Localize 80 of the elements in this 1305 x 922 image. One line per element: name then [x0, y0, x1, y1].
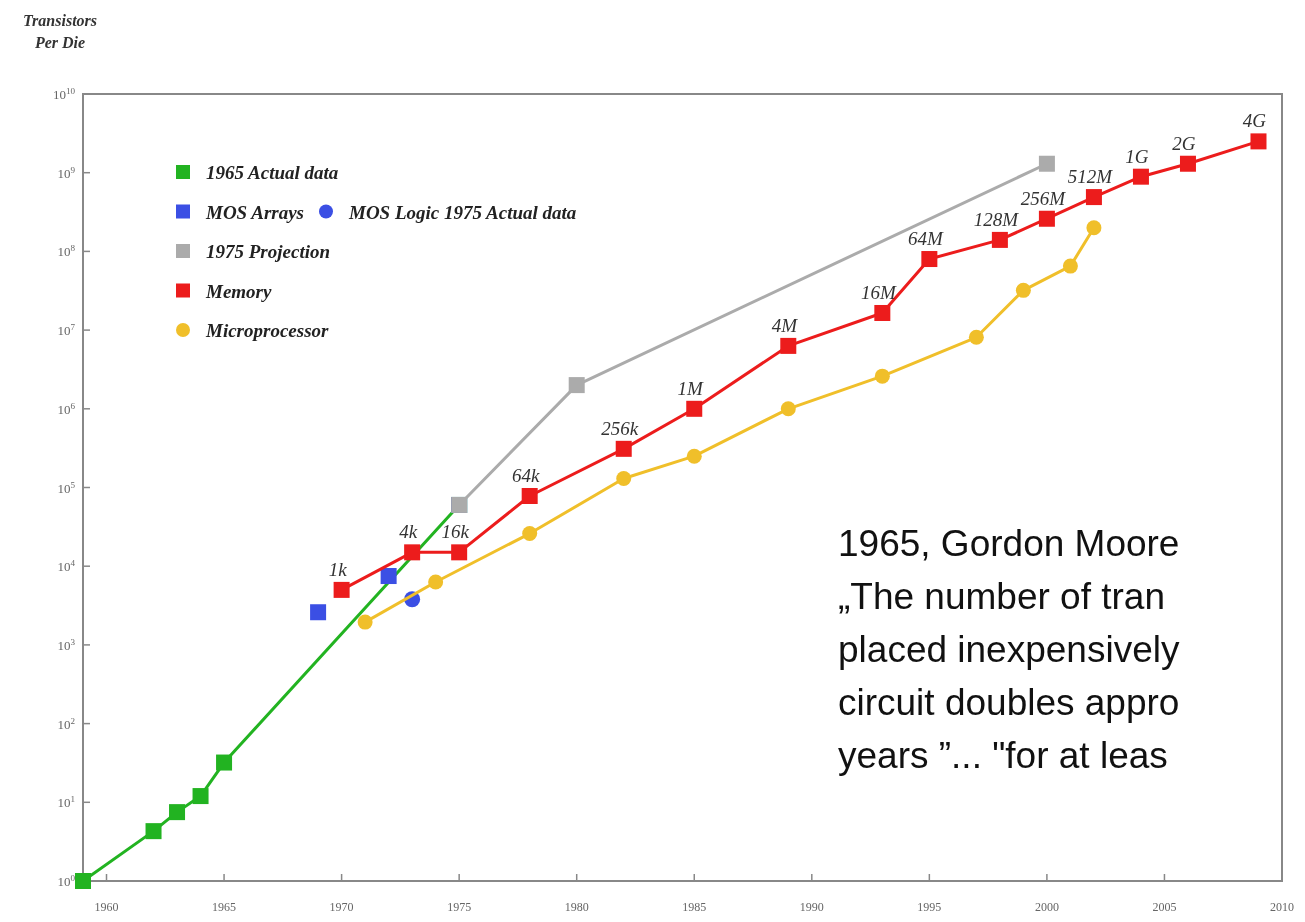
- x-tick-label: 1985: [682, 900, 707, 914]
- annotation: 1M: [677, 377, 705, 399]
- point: [333, 581, 350, 598]
- point: [686, 448, 702, 464]
- y-tick-label: 10$^{1}$: [57, 794, 75, 811]
- x-tick-label: 1965: [212, 900, 237, 914]
- x-tick-label: 1970: [329, 900, 354, 914]
- point: [615, 440, 632, 457]
- point: [169, 804, 186, 821]
- y-tick-label: 10$^{8}$: [57, 243, 76, 260]
- annotation: 16M: [860, 281, 897, 303]
- point: [521, 487, 538, 504]
- point: [780, 337, 797, 354]
- annotation: 256k: [601, 417, 639, 439]
- point: [145, 823, 162, 840]
- point: [192, 788, 209, 805]
- x-tick-label: 1995: [917, 900, 942, 914]
- x-tick-label: 1960: [94, 900, 119, 914]
- legend-label: Memory: [205, 280, 272, 302]
- annotation: 2G: [1172, 132, 1196, 154]
- point: [1015, 282, 1031, 298]
- y-tick-label: 10$^{9}$: [57, 164, 76, 181]
- y-tick-label: 10$^{4}$: [57, 558, 76, 575]
- point: [616, 471, 632, 487]
- point: [404, 544, 421, 561]
- x-tick-label: 1980: [564, 900, 589, 914]
- point: [357, 614, 373, 630]
- point: [1086, 220, 1102, 236]
- annotation: 512M: [1067, 166, 1114, 188]
- point: [428, 574, 444, 590]
- annotation: 1965, Gordon Moore „The number of tran placed inexpensively circuit doubles appro years ”... "for at leas: [838, 523, 1180, 776]
- y-tick-label: 10$^{10}$: [52, 86, 76, 102]
- annotation: 4k: [399, 521, 418, 543]
- point: [75, 873, 91, 889]
- x-tick-label: 2010: [1270, 900, 1294, 914]
- point: [968, 329, 984, 345]
- annotation: 256M: [1020, 187, 1067, 209]
- x-tick-label: 1975: [447, 900, 472, 914]
- point: [522, 526, 538, 542]
- y-tick-label: 10$^{6}$: [57, 400, 76, 417]
- point: [874, 368, 890, 384]
- x-tick-label: 2000: [1034, 900, 1059, 914]
- y-axis-title: Transistors Per Die: [22, 12, 98, 51]
- point: [1179, 155, 1196, 172]
- point: [568, 377, 585, 394]
- legend-label: MOS Arrays: [205, 201, 305, 223]
- point: [991, 231, 1008, 248]
- y-tick-label: 10$^{7}$: [57, 322, 76, 339]
- legend-label: 1975 Projection: [206, 241, 331, 262]
- annotation: 4G: [1242, 110, 1267, 132]
- point: [686, 400, 703, 417]
- point: [1038, 210, 1055, 227]
- annotation: 1k: [328, 558, 348, 580]
- x-tick-label: 2005: [1152, 900, 1177, 914]
- annotation: 16k: [441, 521, 470, 543]
- point: [380, 568, 397, 585]
- legend-label: MOS Logic 1975 Actual data: [348, 201, 577, 223]
- point: [310, 604, 327, 621]
- y-tick-label: 10$^{3}$: [57, 636, 76, 653]
- point: [1062, 258, 1078, 274]
- annotation: 4M: [771, 314, 799, 336]
- point: [780, 401, 796, 417]
- point: [921, 251, 938, 268]
- point: [1085, 189, 1102, 206]
- point: [451, 544, 468, 561]
- x-tick-label: 1990: [799, 900, 824, 914]
- annotation: 128M: [973, 208, 1020, 230]
- y-tick-label: 10$^{2}$: [57, 715, 76, 732]
- point: [1250, 133, 1267, 150]
- point: [874, 304, 891, 321]
- legend-label: 1965 Actual data: [206, 162, 339, 183]
- annotation: 64k: [511, 464, 540, 486]
- annotation: 64M: [907, 228, 944, 250]
- y-tick-label: 10$^{0}$: [57, 873, 76, 889]
- point: [1038, 155, 1055, 172]
- point: [1132, 168, 1149, 185]
- annotation: 1G: [1125, 145, 1149, 167]
- legend-label: Microprocessor: [205, 320, 330, 341]
- point: [216, 754, 233, 771]
- y-tick-label: 10$^{5}$: [57, 479, 76, 496]
